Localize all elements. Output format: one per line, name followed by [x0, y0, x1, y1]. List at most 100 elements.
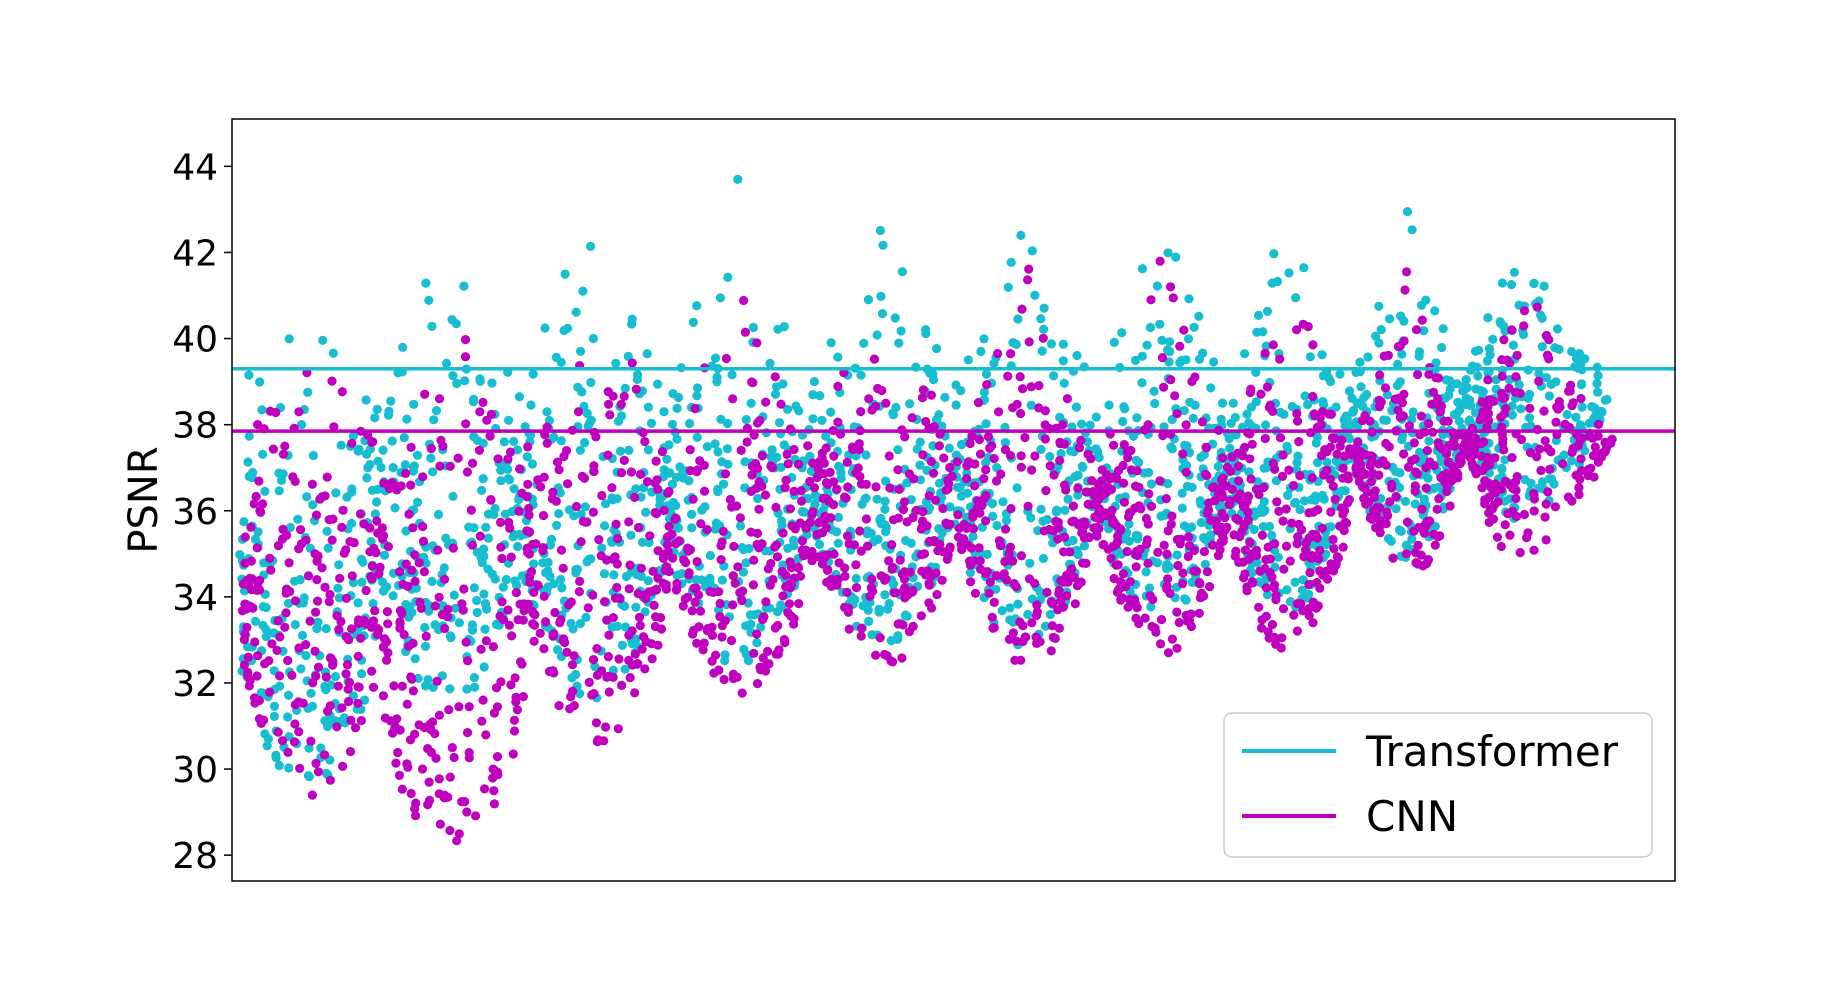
data-point	[1284, 465, 1294, 475]
data-point	[357, 669, 367, 679]
data-point	[866, 583, 876, 593]
data-point	[1126, 445, 1136, 456]
data-point	[576, 537, 586, 547]
data-point	[874, 604, 884, 614]
data-point	[509, 726, 520, 736]
data-point	[296, 664, 306, 674]
data-point	[1331, 559, 1341, 569]
data-point	[1483, 375, 1493, 385]
data-point	[597, 490, 607, 501]
data-point	[1540, 512, 1550, 522]
data-point	[441, 533, 451, 543]
data-point	[1224, 434, 1234, 444]
data-point	[1157, 353, 1168, 363]
data-point	[1438, 324, 1448, 334]
data-point	[592, 737, 603, 747]
data-point	[774, 418, 785, 428]
data-point	[361, 395, 371, 405]
data-point	[753, 493, 763, 504]
data-point	[1414, 522, 1424, 533]
data-point	[1133, 534, 1143, 544]
data-point	[559, 451, 569, 462]
data-point	[1254, 602, 1264, 612]
data-point	[568, 624, 578, 634]
data-point	[1258, 327, 1268, 337]
data-point	[341, 593, 351, 604]
data-point	[741, 621, 751, 631]
data-point	[608, 613, 618, 623]
data-point	[1256, 623, 1267, 633]
data-point	[1119, 497, 1129, 507]
data-point	[1380, 383, 1391, 393]
data-point	[254, 585, 265, 595]
data-point	[397, 784, 407, 794]
data-point	[1146, 602, 1156, 612]
data-point	[1397, 349, 1407, 359]
data-point	[451, 319, 461, 329]
data-point	[692, 638, 702, 648]
data-point	[1278, 450, 1288, 460]
data-point	[464, 702, 474, 712]
data-point	[441, 358, 452, 368]
data-point	[720, 656, 730, 666]
data-point	[315, 494, 325, 504]
data-point	[1532, 302, 1542, 312]
data-point	[1515, 548, 1525, 558]
data-point	[680, 594, 690, 604]
data-point	[283, 747, 293, 758]
data-point	[1519, 321, 1529, 331]
data-point	[353, 682, 363, 692]
data-point	[664, 531, 674, 541]
data-point	[445, 772, 455, 782]
data-point	[715, 612, 725, 622]
data-point	[1144, 489, 1154, 499]
data-point	[1046, 646, 1056, 656]
data-point	[1179, 405, 1189, 416]
plot-area	[232, 174, 1675, 846]
data-point	[1499, 445, 1509, 455]
data-point	[761, 397, 771, 407]
data-point	[1480, 476, 1490, 486]
data-point	[1421, 483, 1431, 493]
data-point	[1020, 432, 1030, 443]
data-point	[1427, 399, 1437, 409]
data-point	[717, 457, 727, 467]
data-point	[306, 688, 316, 698]
data-point	[923, 566, 933, 576]
data-point	[406, 480, 416, 490]
data-point	[242, 622, 252, 633]
data-point	[263, 734, 273, 744]
data-point	[1016, 230, 1026, 240]
data-point	[338, 761, 348, 772]
data-point	[250, 637, 260, 647]
data-point	[418, 472, 428, 482]
data-point	[609, 570, 619, 580]
data-point	[258, 499, 268, 509]
data-point	[1045, 609, 1055, 620]
data-point	[808, 390, 818, 400]
data-point	[1168, 293, 1178, 303]
data-point	[1118, 460, 1128, 471]
data-point	[346, 518, 357, 529]
data-point	[527, 459, 538, 469]
data-point	[281, 608, 291, 618]
data-point	[1078, 462, 1088, 472]
data-point	[818, 551, 828, 561]
data-point	[517, 571, 528, 581]
data-point	[690, 597, 700, 607]
data-point	[489, 799, 499, 809]
data-point	[968, 508, 978, 518]
data-point	[1252, 550, 1262, 561]
data-point	[1514, 300, 1524, 310]
data-point	[244, 370, 254, 380]
data-point	[471, 811, 481, 821]
data-point	[1036, 314, 1046, 324]
data-point	[448, 543, 458, 553]
data-point	[1233, 461, 1244, 471]
data-point	[828, 477, 839, 487]
data-point	[483, 533, 493, 543]
data-point	[1155, 639, 1166, 649]
data-point	[563, 479, 573, 489]
data-point	[1094, 523, 1104, 534]
data-point	[984, 588, 994, 598]
